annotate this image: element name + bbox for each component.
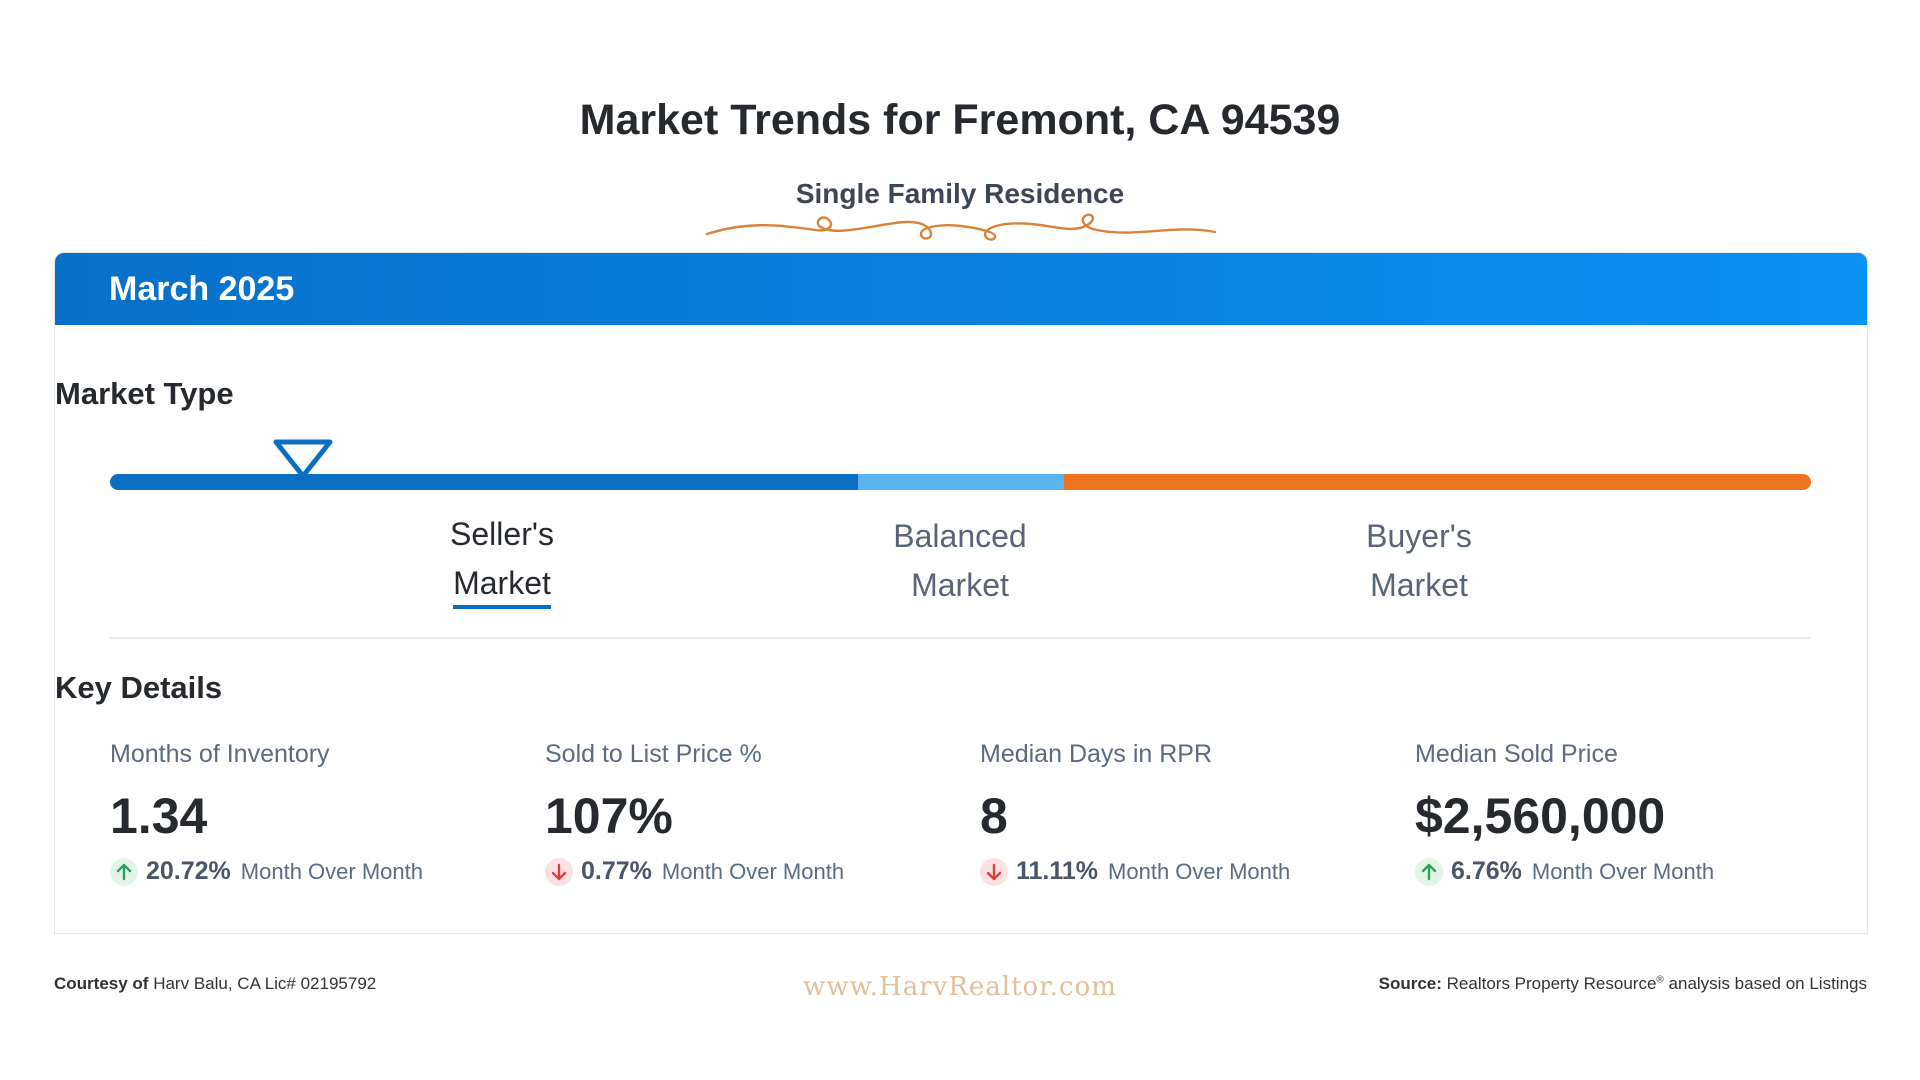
metric-change: 0.77% Month Over Month <box>545 857 965 886</box>
source-credit: Source: Realtors Property Resource® anal… <box>1379 974 1867 994</box>
seller-market-segment <box>110 474 858 490</box>
market-card: March 2025 <box>54 252 1868 934</box>
metric-label: Median Sold Price <box>1415 740 1618 768</box>
metric-label: Median Days in RPR <box>980 740 1213 768</box>
change-period: Month Over Month <box>240 858 423 884</box>
metric-months-of-inventory: Months of Inventory 1.34 20.72% Month Ov… <box>110 740 530 886</box>
metric-value: 8 <box>980 788 1008 844</box>
metric-sold-to-list-price: Sold to List Price % 107% 0.77% Month Ov… <box>545 740 965 886</box>
change-period: Month Over Month <box>1108 858 1291 884</box>
courtesy-label: Courtesy of <box>54 974 149 993</box>
source-label: Source: <box>1378 974 1442 993</box>
metric-value: $2,560,000 <box>1415 788 1666 844</box>
metric-label: Months of Inventory <box>110 740 330 768</box>
metric-change: 11.11% Month Over Month <box>980 857 1400 886</box>
arrow-up-icon <box>1415 857 1443 886</box>
arrow-down-icon <box>980 857 1008 886</box>
source-text-b: analysis based on Listings <box>1668 974 1867 993</box>
change-percent: 6.76% <box>1451 857 1522 885</box>
buyers-market-label-line2: Market <box>1370 567 1468 603</box>
market-position-marker-icon <box>273 439 333 479</box>
sellers-market-label: Seller's Market <box>392 510 612 609</box>
metric-value: 1.34 <box>110 788 208 844</box>
change-period: Month Over Month <box>1531 858 1715 884</box>
buyers-market-label: Buyer's Market <box>1309 512 1529 610</box>
report-period: March 2025 <box>109 269 295 308</box>
balanced-market-label: Balanced Market <box>850 512 1070 610</box>
metric-label: Sold to List Price % <box>545 740 762 768</box>
balanced-market-segment <box>858 474 1064 490</box>
source-text-a: Realtors Property Resource <box>1446 974 1657 993</box>
key-details-heading: Key Details <box>55 670 223 705</box>
sellers-market-label-line2: Market <box>453 561 551 609</box>
arrow-down-icon <box>545 857 573 886</box>
arrow-up-icon <box>110 857 138 886</box>
change-period: Month Over Month <box>661 858 845 884</box>
metric-value: 107% <box>545 788 673 844</box>
change-percent: 20.72% <box>146 857 231 885</box>
registered-mark: ® <box>1656 974 1664 986</box>
balanced-market-label-line2: Market <box>911 567 1009 603</box>
metric-median-days-in-rpr: Median Days in RPR 8 11.11% Month Over M… <box>980 740 1400 886</box>
decorative-flourish-icon <box>705 213 1217 241</box>
market-type-heading: Market Type <box>55 376 234 411</box>
metric-change: 20.72% Month Over Month <box>110 857 530 886</box>
card-header: March 2025 <box>55 253 1867 325</box>
section-divider <box>110 637 1811 639</box>
market-type-bar <box>110 474 1811 490</box>
property-type-subtitle: Single Family Residence <box>795 178 1125 209</box>
balanced-market-label-line1: Balanced <box>893 518 1027 554</box>
buyers-market-label-line1: Buyer's <box>1366 518 1472 554</box>
sellers-market-label-line1: Seller's <box>450 516 554 552</box>
website-watermark: www.HarvRealtor.com <box>803 972 1117 1002</box>
buyer-market-segment <box>1064 474 1811 490</box>
metric-median-sold-price: Median Sold Price $2,560,000 6.76% Month… <box>1415 740 1835 886</box>
courtesy-credit: Courtesy of Harv Balu, CA Lic# 02195792 <box>54 974 376 994</box>
courtesy-text: Harv Balu, CA Lic# 02195792 <box>153 974 377 993</box>
metric-change: 6.76% Month Over Month <box>1415 857 1835 886</box>
page-title: Market Trends for Fremont, CA 94539 <box>579 96 1341 144</box>
change-percent: 11.11% <box>1016 857 1099 885</box>
change-percent: 0.77% <box>581 857 652 885</box>
